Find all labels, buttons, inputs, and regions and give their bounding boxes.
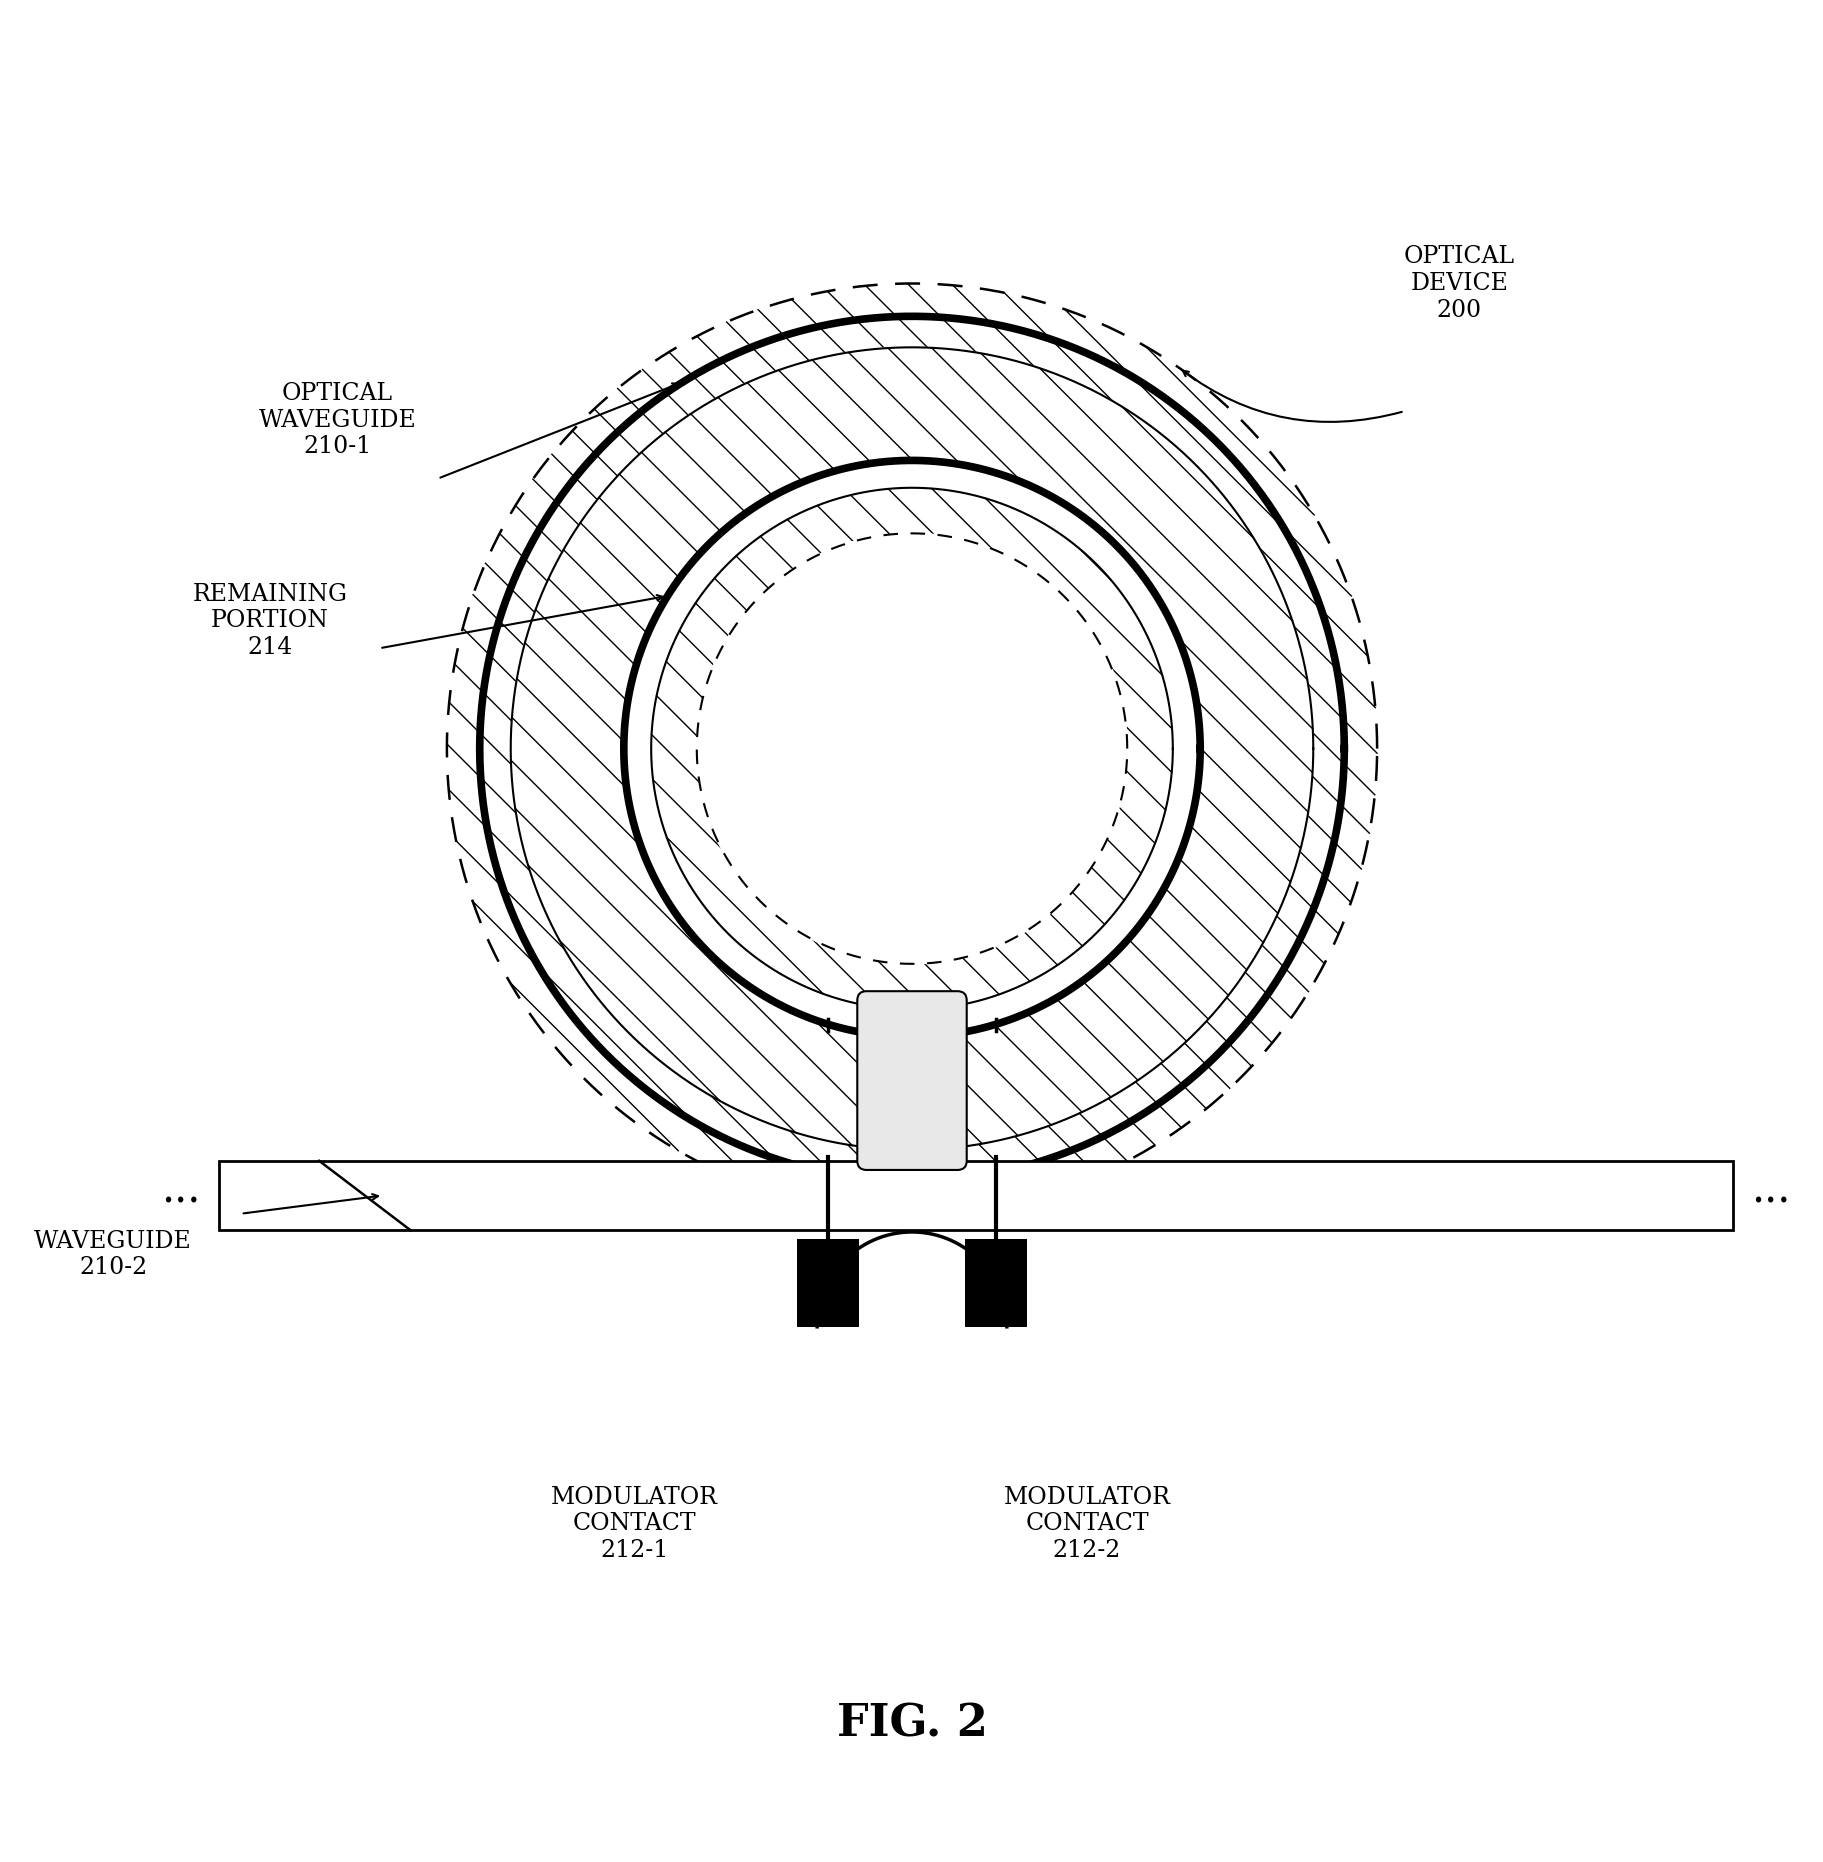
Text: REMAINING
PORTION
214: REMAINING PORTION 214: [193, 583, 346, 659]
Text: FIG. 2: FIG. 2: [837, 1704, 986, 1747]
Polygon shape: [510, 348, 1313, 1151]
Text: ...: ...: [1750, 1169, 1790, 1210]
Bar: [964, 1240, 1026, 1328]
Text: OPTICAL
WAVEGUIDE
210-2: OPTICAL WAVEGUIDE 210-2: [35, 1203, 191, 1279]
Text: OPTICAL
DEVICE
200: OPTICAL DEVICE 200: [1404, 246, 1513, 322]
FancyBboxPatch shape: [857, 991, 966, 1169]
Polygon shape: [696, 533, 1127, 965]
Bar: [219, 1160, 1732, 1231]
Text: MODULATOR
CONTACT
212-2: MODULATOR CONTACT 212-2: [1003, 1486, 1170, 1562]
Polygon shape: [623, 460, 1200, 1037]
Text: MODULATOR
CONTACT
212-1: MODULATOR CONTACT 212-1: [551, 1486, 718, 1562]
Text: OPTICAL
WAVEGUIDE
210-1: OPTICAL WAVEGUIDE 210-1: [259, 382, 416, 458]
Bar: [0, 1160, 1823, 1231]
Polygon shape: [447, 283, 1376, 1214]
Text: ...: ...: [160, 1169, 201, 1210]
Bar: [797, 1240, 859, 1328]
